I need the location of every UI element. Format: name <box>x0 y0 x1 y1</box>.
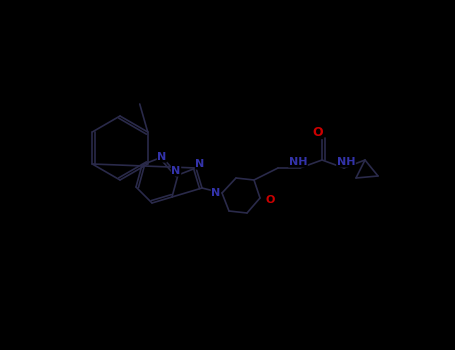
Text: N: N <box>157 152 167 162</box>
Text: NH: NH <box>289 157 307 167</box>
Text: NH: NH <box>337 157 355 167</box>
Text: O: O <box>265 195 275 205</box>
Text: N: N <box>212 188 221 198</box>
Text: O: O <box>313 126 324 139</box>
Text: N: N <box>172 166 181 176</box>
Text: N: N <box>195 159 205 169</box>
